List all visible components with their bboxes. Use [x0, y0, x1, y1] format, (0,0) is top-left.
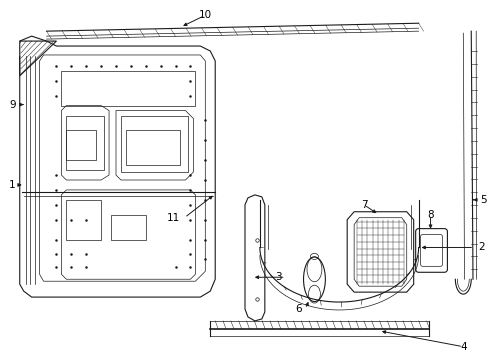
Text: 3: 3 [275, 272, 281, 282]
Text: 6: 6 [294, 304, 301, 314]
Text: 11: 11 [167, 213, 180, 223]
Text: 8: 8 [427, 210, 433, 220]
Text: 9: 9 [9, 100, 16, 109]
Text: 1: 1 [9, 180, 16, 190]
Text: 2: 2 [477, 243, 484, 252]
Text: 5: 5 [479, 195, 486, 205]
Text: 4: 4 [459, 342, 466, 352]
Text: 10: 10 [198, 10, 211, 20]
Text: 7: 7 [360, 200, 366, 210]
